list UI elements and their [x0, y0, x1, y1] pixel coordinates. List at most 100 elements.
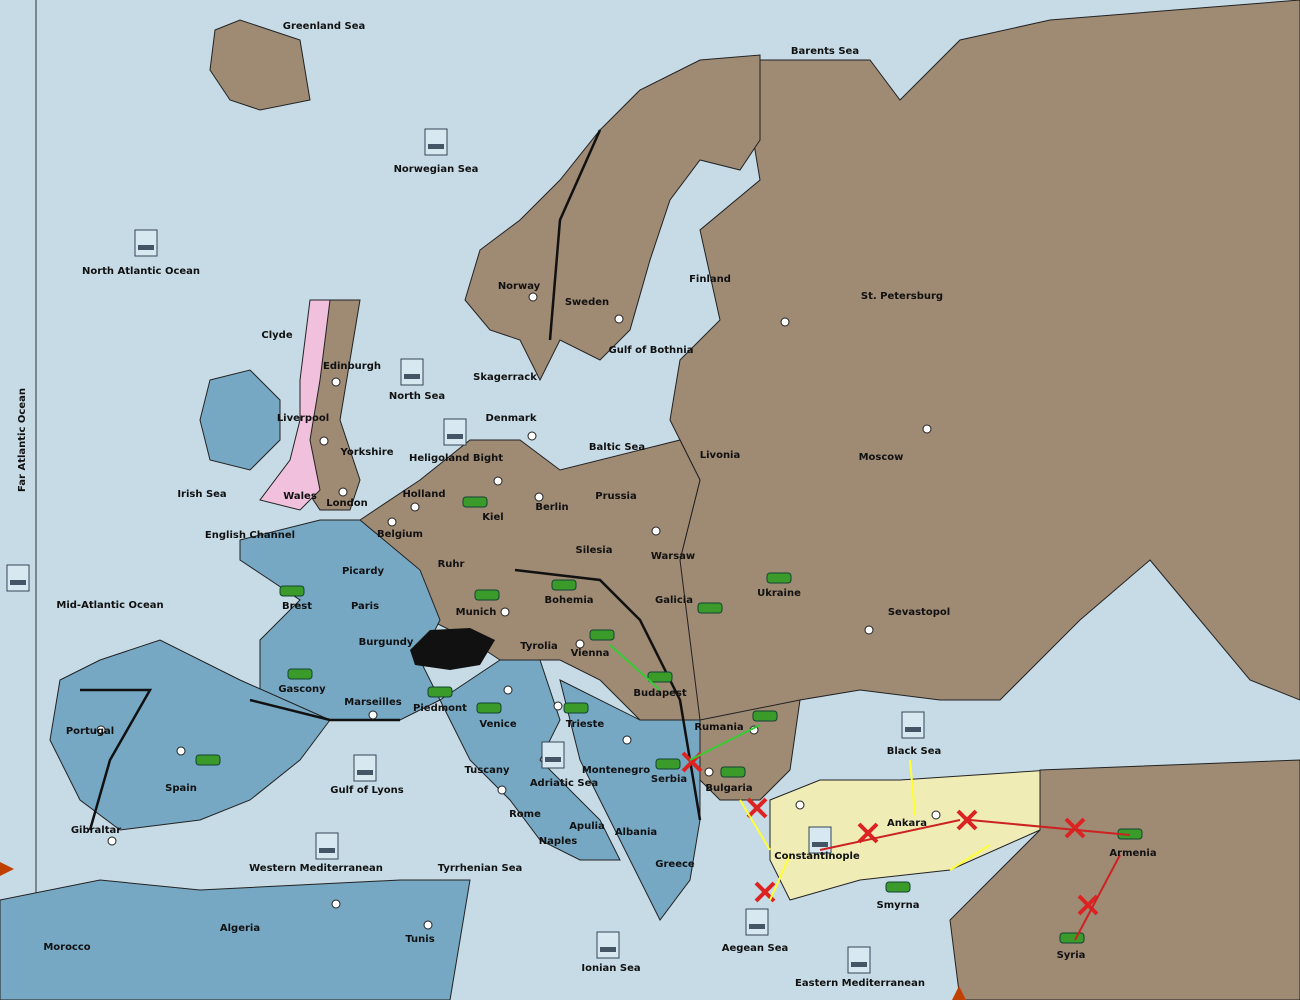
- region-label: Rumania: [694, 722, 743, 733]
- region-label: Tunis: [405, 934, 434, 945]
- army-unit: [589, 629, 615, 641]
- order-arrow: [739, 799, 771, 851]
- order-arrow: [1074, 854, 1121, 941]
- army-unit: [195, 754, 221, 766]
- fleet-unit: [400, 358, 424, 386]
- region-label: Edinburgh: [323, 361, 381, 372]
- fleet-hull: [905, 727, 921, 732]
- fleet-unit: [6, 564, 30, 592]
- iberia: [49, 639, 331, 831]
- scroll-down[interactable]: [952, 986, 966, 1000]
- supply-center: [527, 431, 537, 441]
- army-unit: [287, 668, 313, 680]
- region-label: Holland: [402, 489, 445, 500]
- order-arrow: [819, 819, 961, 851]
- border: [514, 568, 702, 821]
- fleet-hull: [749, 924, 765, 929]
- region-label: Eastern Mediterranean: [795, 978, 925, 989]
- region-label: Western Mediterranean: [249, 863, 383, 874]
- fleet-unit: [596, 931, 620, 959]
- region-label: Rome: [509, 809, 541, 820]
- region-label: Montenegro: [582, 765, 650, 776]
- ireland: [199, 369, 281, 471]
- region-label: Ionian Sea: [581, 963, 640, 974]
- region-label: Norwegian Sea: [394, 164, 479, 175]
- order-arrow: [969, 819, 1131, 836]
- region-label: Marseilles: [344, 697, 401, 708]
- fleet-hull: [428, 144, 444, 149]
- supply-center: [795, 800, 805, 810]
- failed-order: [1064, 817, 1086, 839]
- fleet-hull: [138, 245, 154, 250]
- region-label: Smyrna: [877, 900, 920, 911]
- region-label: Paris: [351, 601, 379, 612]
- region-label: Greenland Sea: [283, 21, 366, 32]
- region-label: Brest: [282, 601, 312, 612]
- fleet-unit: [745, 908, 769, 936]
- region-label: Baltic Sea: [589, 442, 645, 453]
- region-label: Mid-Atlantic Ocean: [56, 600, 163, 611]
- fleet-unit: [315, 832, 339, 860]
- scandinavia: [464, 54, 761, 382]
- fleet-hull: [10, 580, 26, 585]
- army-unit: [474, 589, 500, 601]
- region-label: North Sea: [389, 391, 445, 402]
- region-label: North Atlantic Ocean: [82, 266, 200, 277]
- region-label: Sevastopol: [888, 607, 950, 618]
- army-unit: [720, 766, 746, 778]
- region-label: Heligoland Bight: [409, 453, 503, 464]
- supply-center: [331, 377, 341, 387]
- supply-center: [500, 607, 510, 617]
- supply-center: [319, 436, 329, 446]
- region-label: Livonia: [700, 450, 740, 461]
- region-label: Tuscany: [464, 765, 510, 776]
- army-unit: [885, 881, 911, 893]
- region-label: Far Atlantic Ocean: [17, 388, 28, 492]
- balkans: [559, 679, 701, 921]
- order-arrow: [909, 759, 916, 816]
- region-label: Spain: [165, 783, 197, 794]
- region-label: Piedmont: [413, 703, 467, 714]
- region-label: Morocco: [43, 942, 90, 953]
- region-label: Greece: [655, 859, 695, 870]
- region-label: Denmark: [486, 413, 537, 424]
- scroll-left[interactable]: [0, 862, 14, 876]
- army-unit: [476, 702, 502, 714]
- region-label: Ruhr: [438, 559, 465, 570]
- region-label: English Channel: [205, 530, 295, 541]
- russia: [669, 0, 1300, 741]
- region-label: St. Petersburg: [861, 291, 943, 302]
- region-label: Tyrolia: [520, 641, 558, 652]
- fleet-unit: [847, 946, 871, 974]
- region-label: Liverpool: [277, 413, 329, 424]
- army-unit: [655, 758, 681, 770]
- region-label: Clyde: [261, 330, 292, 341]
- region-label: Skagerrack: [473, 372, 537, 383]
- region-label: Trieste: [566, 719, 605, 730]
- region-label: Barents Sea: [791, 46, 859, 57]
- border: [80, 688, 153, 831]
- region-label: Silesia: [576, 545, 613, 556]
- failed-order: [1077, 894, 1099, 916]
- region-label: Norway: [498, 281, 541, 292]
- region-label: Aegean Sea: [722, 943, 789, 954]
- turkey: [769, 769, 1051, 901]
- supply-center: [338, 487, 348, 497]
- supply-center: [493, 476, 503, 486]
- fleet-unit: [443, 418, 467, 446]
- supply-center: [497, 785, 507, 795]
- supply-center: [96, 725, 106, 735]
- supply-center: [780, 317, 790, 327]
- fleet-hull: [404, 374, 420, 379]
- region-label: Belgium: [377, 529, 423, 540]
- region-label: Kiel: [482, 512, 503, 523]
- region-label: Finland: [689, 274, 731, 285]
- army-unit: [752, 710, 778, 722]
- supply-center: [651, 526, 661, 536]
- region-label: Portugal: [66, 726, 114, 737]
- region-label: Vienna: [571, 648, 610, 659]
- region-label: London: [326, 498, 368, 509]
- supply-center: [423, 920, 433, 930]
- region-label: Galicia: [655, 595, 693, 606]
- region-label: Sweden: [565, 297, 609, 308]
